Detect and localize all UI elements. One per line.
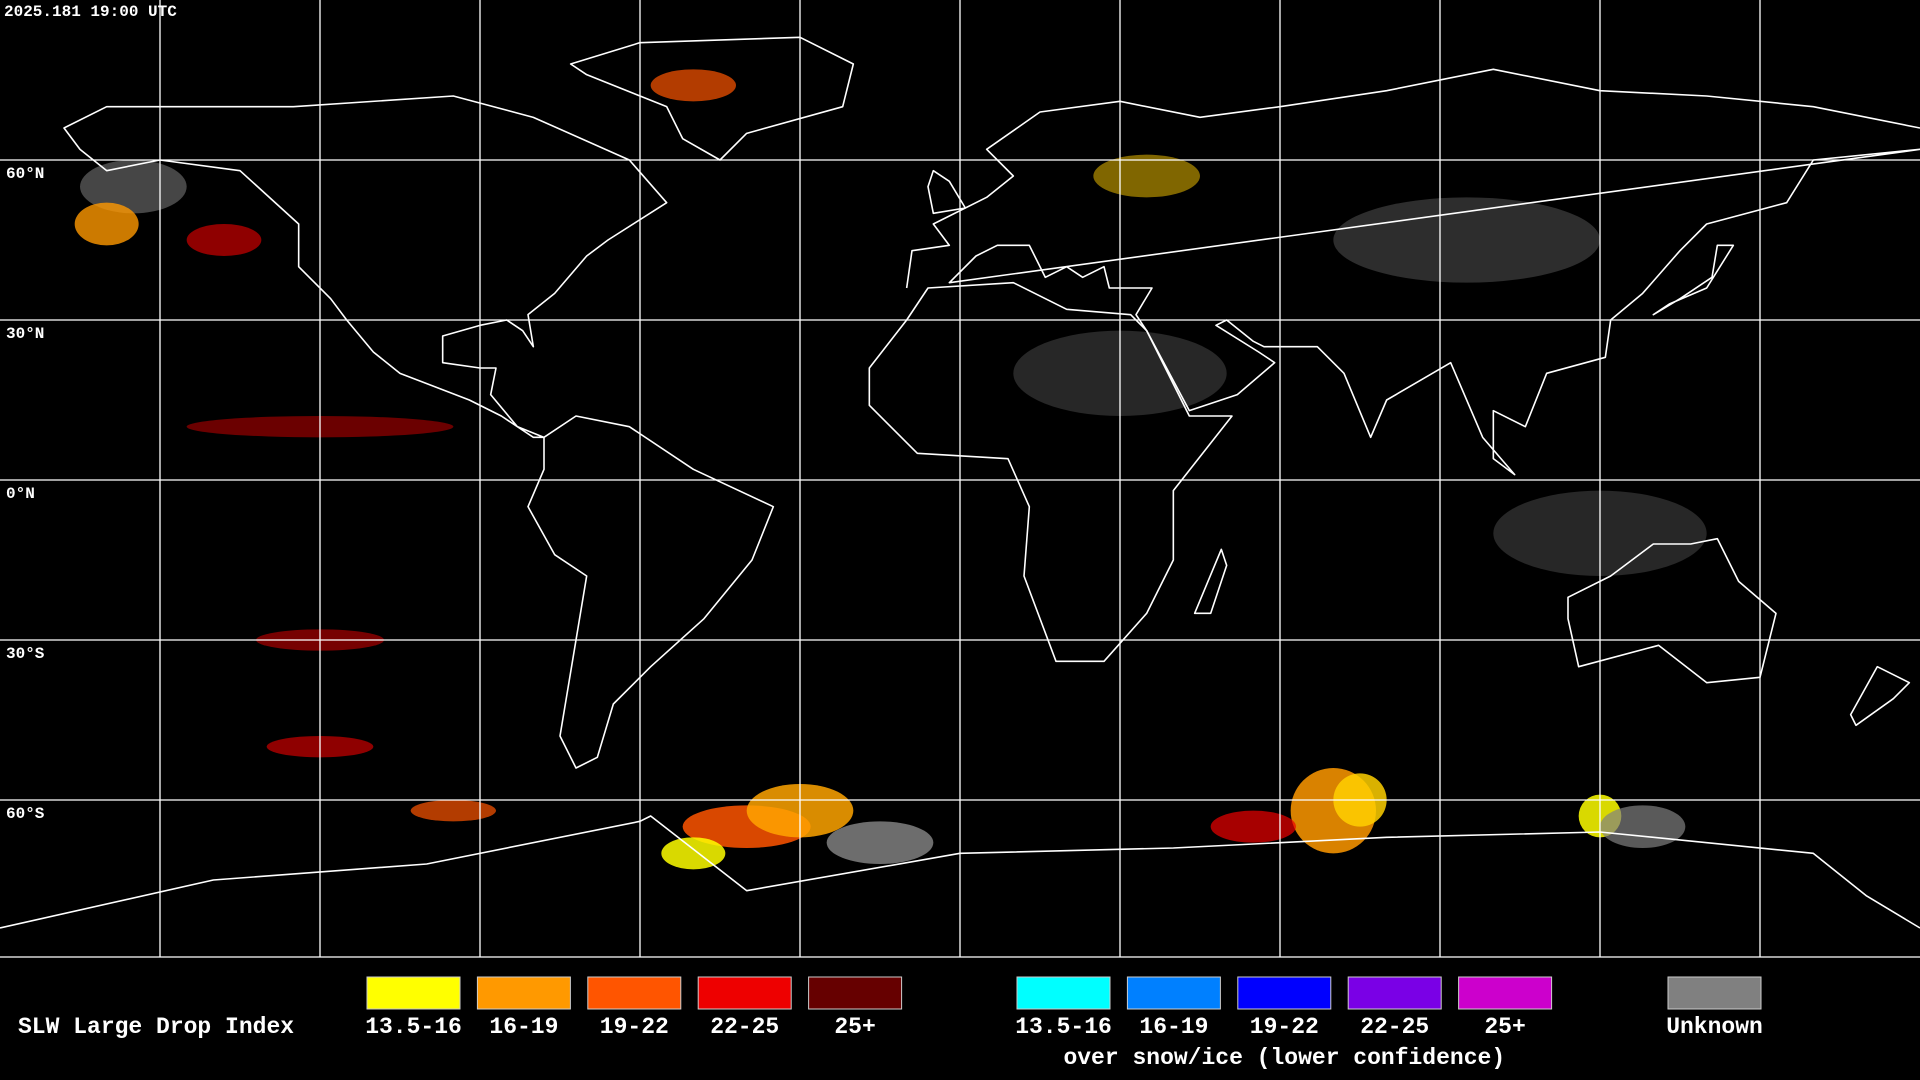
- legend-label: 19-22: [1250, 1014, 1319, 1040]
- legend-label: 16-19: [1139, 1014, 1208, 1040]
- latitude-label: 30°N: [6, 325, 44, 343]
- sld-patch: [650, 69, 737, 102]
- legend-swatch: [1126, 976, 1221, 1010]
- graticule: [0, 0, 1920, 958]
- unknown-patch: [1599, 805, 1686, 848]
- legend-label: 13.5-16: [1015, 1014, 1112, 1040]
- latitude-label: 30°S: [6, 645, 45, 663]
- africa: [869, 283, 1232, 662]
- sld-patch: [186, 224, 262, 257]
- legend-swatch: [476, 976, 571, 1010]
- sld-patch: [1210, 810, 1296, 843]
- legend-swatch: [1458, 976, 1553, 1010]
- legend-swatch: [366, 976, 461, 1010]
- legend-swatch: [587, 976, 682, 1010]
- legend-swatch: [808, 976, 903, 1010]
- legend-caption: over snow/ice (lower confidence): [1063, 1045, 1505, 1071]
- south-america: [528, 416, 773, 768]
- legend-label: 19-22: [600, 1014, 669, 1040]
- madagascar: [1195, 549, 1227, 613]
- legend: 13.5-16 16-19 19-22 22-25 25+ 13.5-16 16-19 19-…: [365, 976, 1763, 1071]
- australia: [1568, 539, 1776, 683]
- legend-label: 25+: [834, 1014, 875, 1040]
- japan: [1653, 245, 1733, 314]
- legend-swatch: [1237, 976, 1332, 1010]
- legend-label: 22-25: [1360, 1014, 1429, 1040]
- sld-patch: [74, 202, 139, 246]
- timestamp: 2025.181 19:00 UTC: [4, 3, 177, 21]
- unknown-patch: [826, 821, 934, 864]
- sld-patch: [1093, 154, 1200, 198]
- latitude-labels: 60°N 30°N 0°N 30°S 60°S: [6, 165, 45, 823]
- legend-swatch: [697, 976, 792, 1010]
- legend-swatch: [1016, 976, 1111, 1010]
- cloud-patches: [74, 69, 1707, 870]
- legend-label: 16-19: [489, 1014, 558, 1040]
- legend-swatch: [1667, 976, 1762, 1010]
- sld-patch: [410, 799, 497, 822]
- latitude-label: 0°N: [6, 485, 35, 503]
- new-zealand: [1851, 667, 1910, 726]
- legend-label: 25+: [1484, 1014, 1525, 1040]
- legend-label: 13.5-16: [365, 1014, 462, 1040]
- legend-title: SLW Large Drop Index: [18, 1014, 294, 1040]
- legend-swatch: [1347, 976, 1442, 1010]
- legend-label: 22-25: [710, 1014, 779, 1040]
- unknown-patch: [1333, 197, 1600, 283]
- legend-panel: [0, 960, 1920, 1080]
- latitude-label: 60°S: [6, 805, 45, 823]
- sld-patch: [661, 837, 726, 870]
- latitude-label: 60°N: [6, 165, 44, 183]
- legend-label: Unknown: [1666, 1014, 1763, 1040]
